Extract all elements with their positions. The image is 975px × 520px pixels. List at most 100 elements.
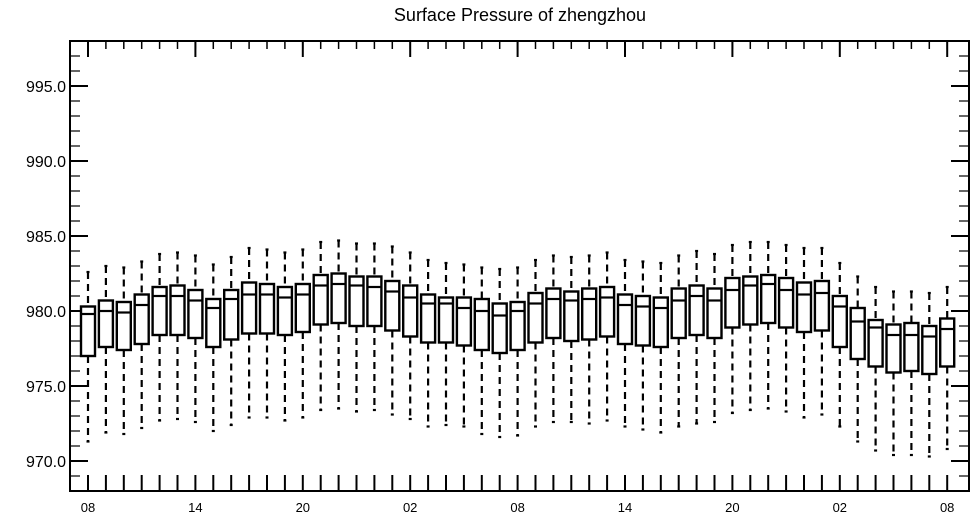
box-item	[222, 255, 240, 427]
x-tick-label: 02	[833, 500, 847, 515]
iqr-box	[312, 273, 329, 326]
iqr-box	[330, 272, 347, 325]
iqr-box	[813, 279, 831, 332]
box-series	[79, 239, 956, 458]
iqr-box	[205, 297, 222, 349]
iqr-box	[455, 296, 473, 347]
iqr-box	[97, 299, 115, 349]
box-item	[169, 251, 186, 421]
iqr-box	[688, 284, 705, 337]
box-item	[366, 242, 383, 412]
box-item	[742, 240, 759, 412]
box-item	[384, 245, 401, 416]
y-tick-label: 990.0	[26, 154, 66, 171]
iqr-box	[795, 281, 813, 334]
box-item	[205, 263, 222, 433]
box-item	[563, 255, 580, 424]
box-item	[258, 248, 276, 419]
box-item	[831, 261, 848, 428]
major-ticks	[70, 41, 969, 462]
iqr-box	[921, 324, 938, 376]
box-item	[187, 254, 204, 424]
iqr-box	[169, 284, 186, 337]
y-tick-label: 985.0	[26, 229, 66, 246]
box-item	[724, 243, 741, 415]
box-item	[455, 263, 473, 428]
box-item	[276, 251, 294, 422]
box-item	[885, 290, 902, 457]
box-item	[652, 261, 669, 434]
iqr-box	[670, 287, 687, 340]
iqr-box	[598, 285, 616, 338]
box-item	[491, 267, 508, 439]
box-item	[348, 242, 365, 413]
x-tick-label: 20	[296, 500, 310, 515]
box-item	[598, 251, 616, 422]
box-item	[312, 240, 329, 412]
iqr-box	[402, 284, 419, 338]
box-item	[903, 290, 920, 457]
iqr-box	[366, 275, 383, 328]
box-item	[545, 254, 562, 424]
y-tick-label: 975.0	[26, 379, 66, 396]
iqr-box	[187, 288, 204, 340]
iqr-box	[222, 288, 240, 341]
box-item	[939, 285, 956, 451]
box-item	[294, 248, 311, 419]
iqr-box	[115, 300, 133, 352]
iqr-box	[885, 323, 902, 374]
tick-labels: 970.0 975.0 980.0 985.0 990.0 995.0 08 14 20 02 08…	[26, 79, 954, 515]
box-item	[813, 246, 831, 416]
iqr-box	[652, 296, 669, 349]
y-tick-label: 970.0	[26, 454, 66, 471]
y-tick-label: 995.0	[26, 79, 66, 96]
box-item	[670, 254, 687, 428]
box-item	[473, 266, 490, 436]
x-tick-label: 08	[510, 500, 524, 515]
box-item	[688, 249, 705, 425]
box-item	[706, 252, 723, 424]
iqr-box	[939, 317, 956, 368]
iqr-box	[527, 291, 544, 344]
plot-frame	[69, 40, 970, 492]
iqr-box	[849, 306, 866, 361]
iqr-box	[437, 296, 455, 344]
iqr-box	[831, 294, 848, 349]
y-tick-label: 980.0	[26, 304, 66, 321]
box-item	[849, 275, 866, 443]
box-item	[419, 258, 437, 428]
box-item	[437, 261, 455, 427]
box-item	[97, 264, 115, 434]
x-tick-label: 14	[618, 500, 632, 515]
iqr-box	[563, 290, 580, 343]
iqr-box	[151, 285, 168, 337]
box-item	[402, 251, 419, 421]
box-item	[151, 252, 168, 422]
box-item	[115, 266, 133, 436]
iqr-box	[294, 282, 311, 334]
box-item	[777, 243, 795, 413]
iqr-box	[419, 293, 437, 344]
iqr-box	[724, 276, 741, 329]
box-item	[760, 240, 777, 410]
box-item	[509, 266, 526, 437]
iqr-box	[509, 300, 526, 352]
iqr-box	[581, 287, 598, 341]
iqr-box	[867, 318, 884, 368]
box-item	[581, 254, 598, 425]
iqr-box	[79, 305, 97, 358]
iqr-box	[348, 275, 365, 328]
iqr-box	[742, 275, 759, 326]
box-item	[79, 270, 97, 443]
box-item	[867, 285, 884, 452]
chart-title: Surface Pressure of zhengzhou	[393, 5, 647, 25]
iqr-box	[545, 287, 562, 340]
iqr-box	[258, 282, 276, 335]
iqr-box	[760, 273, 777, 325]
iqr-box	[706, 287, 723, 340]
box-item	[330, 239, 347, 410]
x-tick-label: 08	[81, 500, 95, 515]
box-item	[133, 260, 150, 430]
iqr-box	[133, 293, 150, 346]
